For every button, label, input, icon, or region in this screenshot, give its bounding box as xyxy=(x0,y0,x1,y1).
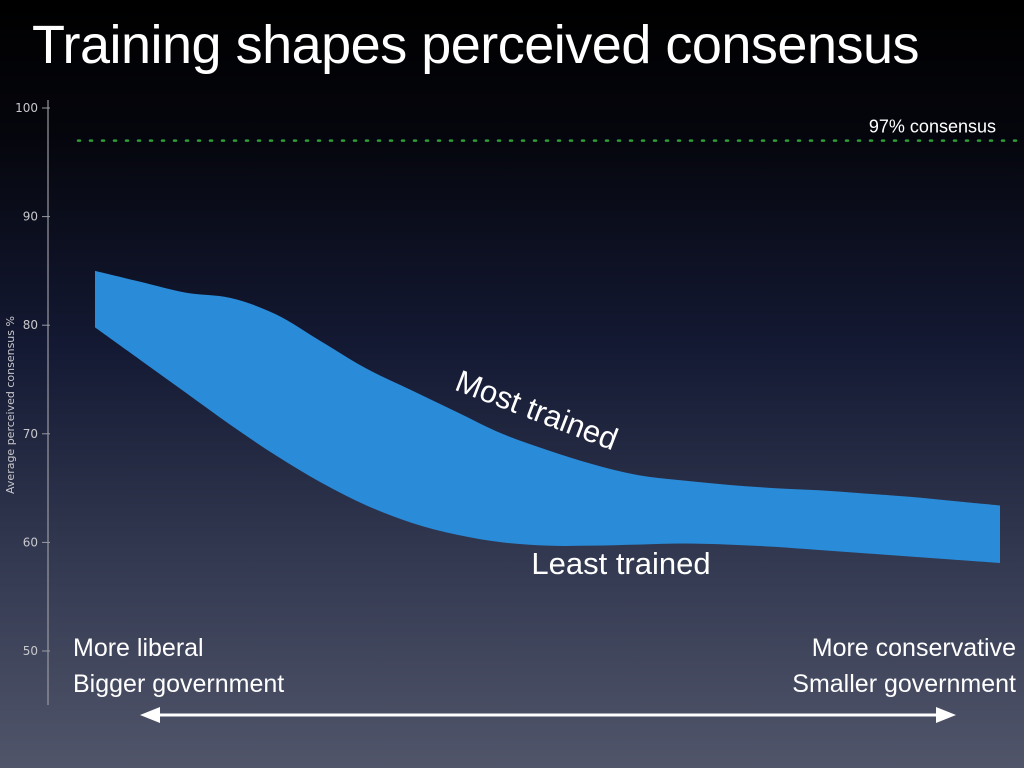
consensus-band xyxy=(95,270,1000,564)
reference-layer: 97% consensus xyxy=(76,117,1020,142)
right-label-line-1: More conservative xyxy=(811,634,1016,662)
y-tick-label: 50 xyxy=(23,644,38,658)
arrow-right-head xyxy=(936,707,956,723)
y-tick-label: 90 xyxy=(23,210,38,224)
y-axis: 50 60 70 80 90 100 xyxy=(15,100,50,705)
left-label-line-2: Bigger government xyxy=(73,670,285,698)
slide-title: Training shapes perceived consensus xyxy=(32,15,920,75)
right-axis-label: More conservative Smaller government xyxy=(792,630,1016,702)
right-label-line-2: Smaller government xyxy=(792,670,1016,698)
y-tick-label: 70 xyxy=(23,427,38,441)
least-trained-label: Least trained xyxy=(531,546,710,581)
y-tick-label: 80 xyxy=(23,318,38,332)
arrow-left-head xyxy=(140,707,160,723)
left-label-line-1: More liberal xyxy=(73,634,204,662)
direction-arrow xyxy=(140,707,956,723)
y-axis-label: Average perceived consensus % xyxy=(4,316,17,494)
reference-line-label: 97% consensus xyxy=(869,117,996,137)
band-layer xyxy=(95,270,1000,564)
y-tick-label: 60 xyxy=(23,535,38,549)
left-axis-label: More liberal Bigger government xyxy=(73,630,284,702)
y-tick-label: 100 xyxy=(15,101,38,115)
